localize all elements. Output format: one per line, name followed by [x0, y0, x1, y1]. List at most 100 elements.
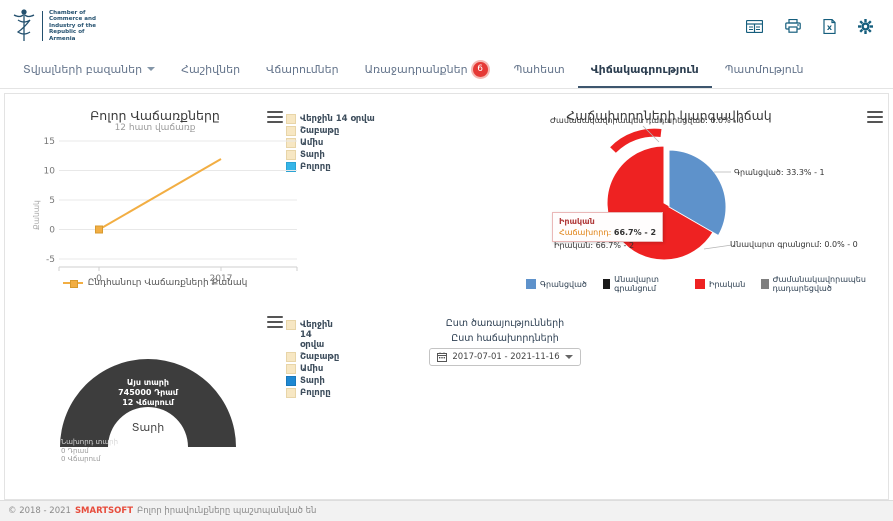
org-name: Chamber of Commerce and Industry of the …: [49, 10, 96, 42]
range-option-week[interactable]: Շաբաթը: [286, 126, 375, 136]
tab-label: Պատմություն: [724, 62, 804, 76]
tab-tasks[interactable]: Առաջադրանքներ 6: [352, 52, 501, 88]
legend-item-suspended[interactable]: Ժամանակավորապես դադարեցված: [761, 275, 886, 293]
sales-chart-menu-icon[interactable]: [267, 111, 283, 123]
report-link-by-customers[interactable]: Ըստ հաճախորդների: [451, 333, 559, 344]
range-option-month[interactable]: Ամիս: [286, 138, 375, 148]
reports-panel: Ըստ ծառայությունների Ըստ հաճախորդների 20…: [421, 318, 589, 366]
sales-chart-subtitle: 12 հատ վաճառք: [114, 123, 196, 133]
org-name-line: Republic of: [49, 29, 85, 36]
svg-text:-5: -5: [46, 255, 55, 265]
callout-registered: Գրանցված: 33.3% - 1: [734, 168, 825, 177]
settings-gear-icon[interactable]: [858, 18, 873, 34]
tab-payments[interactable]: Վճարումներ: [253, 52, 352, 88]
range-option-year[interactable]: Տարի: [286, 376, 338, 386]
gauge-period: Այս տարի: [126, 378, 170, 387]
rights-text: Բոլոր իրավունքները պաշտպանված են: [137, 506, 317, 516]
brand-link[interactable]: SMARTSOFT: [74, 506, 134, 516]
legend-item-incomplete[interactable]: Անավարտ գրանցում: [602, 275, 679, 293]
tab-label: Տվյալների բազաներ: [23, 62, 143, 76]
sales-chart-title: Բոլոր Վաճառքները: [90, 108, 220, 123]
tooltip-title: Իրական: [559, 217, 595, 226]
callout-incomplete: Անավարտ գրանցում: 0.0% - 0: [730, 240, 858, 249]
gauge-range-filter: Վերջին 14 օրվա Շաբաթը Ամիս Տարի Բոլորը: [286, 320, 339, 398]
legend-swatch: [286, 352, 296, 362]
tab-invoices[interactable]: Հաշիվներ: [168, 52, 253, 88]
header-toolbar: x: [746, 18, 873, 34]
org-name-line: Armenia: [49, 35, 76, 42]
main-nav: Տվյալների բազաներ Հաշիվներ Վճարումներ Առ…: [0, 52, 893, 89]
legend-item-registered[interactable]: Գրանցված: [526, 275, 587, 293]
tab-warehouse[interactable]: Պահեստ: [501, 52, 578, 88]
gauge-amount: 745000 Դրամ: [118, 388, 178, 397]
gauge-chart-menu-icon[interactable]: [267, 316, 283, 328]
legend-swatch: [761, 279, 769, 289]
caduceus-icon: [13, 9, 35, 41]
gauge-previous-period-stats: Նախորդ տարի 0 Դրամ 0 Վճարում: [61, 438, 118, 464]
payments-gauge-chart[interactable]: [56, 352, 246, 472]
sales-range-filter: Վերջին 14 օրվա Շաբաթը Ամիս Տարի Բոլորը: [286, 114, 375, 172]
legend-swatch: [286, 150, 296, 160]
exploded-slice-fragment: [610, 128, 662, 153]
copyright-text: © 2018 - 2021: [8, 506, 71, 516]
sales-line-chart: 15 10 5 0 -5 Քանակ 0 2017: [32, 137, 298, 284]
callout-actual: Իրական: 66.7% - 2: [554, 241, 635, 250]
tab-statistics[interactable]: Վիճակագրություն: [577, 52, 712, 88]
svg-text:10: 10: [44, 167, 56, 177]
legend-swatch: [286, 126, 296, 136]
legend-swatch-selected: [286, 376, 296, 386]
status-pie-chart: [606, 125, 733, 261]
callout-suspended: Ժամանակավորապես դադարեցված: 0.0% - 0: [550, 116, 744, 125]
tab-label: Առաջադրանքներ: [364, 62, 468, 76]
pie-slice-registered[interactable]: [668, 149, 727, 237]
legend-swatch: [602, 279, 611, 289]
range-option-all[interactable]: Բոլորը: [286, 162, 375, 172]
gauge-center-label: Տարի: [131, 421, 165, 434]
svg-text:2017: 2017: [210, 274, 233, 284]
range-option-week[interactable]: Շաբաթը: [286, 352, 339, 362]
range-option-all[interactable]: Բոլորը: [286, 388, 338, 398]
logo-divider: [42, 11, 43, 41]
legend-swatch: [526, 279, 536, 289]
legend-swatch: [286, 320, 296, 330]
print-icon[interactable]: [785, 19, 801, 33]
org-logo: Chamber of Commerce and Industry of the …: [12, 8, 96, 44]
series-marker-icon: [62, 279, 83, 288]
legend-swatch-selected: [286, 162, 296, 172]
org-name-line: Commerce and: [49, 16, 96, 23]
tab-databases[interactable]: Տվյալների բազաներ: [10, 52, 168, 88]
export-excel-icon[interactable]: x: [823, 18, 836, 34]
range-option-year[interactable]: Տարի: [286, 150, 375, 160]
status-chart-menu-icon[interactable]: [867, 111, 883, 123]
range-option-last14[interactable]: Վերջին 14 օրվա: [286, 114, 375, 124]
status-chart-legend: Գրանցված Անավարտ գրանցում Իրական Ժամանակ…: [526, 275, 886, 293]
svg-text:x: x: [827, 23, 833, 32]
range-option-month[interactable]: Ամիս: [286, 364, 338, 374]
statistics-panel: Բոլոր Վաճառքները 12 հատ վաճառք Վերջին 14…: [4, 93, 889, 500]
legend-item-actual[interactable]: Իրական: [694, 275, 745, 293]
date-range-value: 2017-07-01 - 2021-11-16: [452, 352, 560, 362]
y-axis-label: Քանակ: [32, 200, 41, 230]
range-option-last14[interactable]: Վերջին 14 օրվա: [286, 320, 338, 350]
legend-swatch: [694, 279, 705, 289]
card-view-icon[interactable]: [746, 19, 763, 33]
gauge-prev-period: Նախորդ տարի: [61, 438, 119, 446]
calendar-icon: [437, 352, 448, 362]
tab-history[interactable]: Պատմություն: [712, 52, 817, 88]
gauge-prev-payments: 0 Վճարում: [61, 455, 101, 463]
gauge-current-period-stats: Այս տարի 745000 Դրամ 12 Վճարում: [88, 378, 208, 408]
gauge-prev-amount: 0 Դրամ: [61, 446, 89, 455]
report-link-by-services[interactable]: Ըստ ծառայությունների: [445, 318, 565, 329]
sales-series-legend[interactable]: Ընդհանուր Վաճառքների Քանակ: [35, 278, 275, 288]
sales-data-point: [95, 225, 103, 234]
svg-text:0: 0: [49, 226, 55, 236]
date-range-picker[interactable]: 2017-07-01 - 2021-11-16: [429, 348, 581, 366]
legend-swatch: [286, 138, 296, 148]
legend-swatch: [286, 114, 296, 124]
app-header: Chamber of Commerce and Industry of the …: [0, 0, 893, 52]
legend-swatch: [286, 364, 296, 374]
app-footer: © 2018 - 2021 SMARTSOFT Բոլոր իրավունքնե…: [0, 500, 893, 521]
gauge-payments: 12 Վճարում: [122, 398, 174, 407]
tab-label: Վճարումներ: [266, 62, 339, 76]
